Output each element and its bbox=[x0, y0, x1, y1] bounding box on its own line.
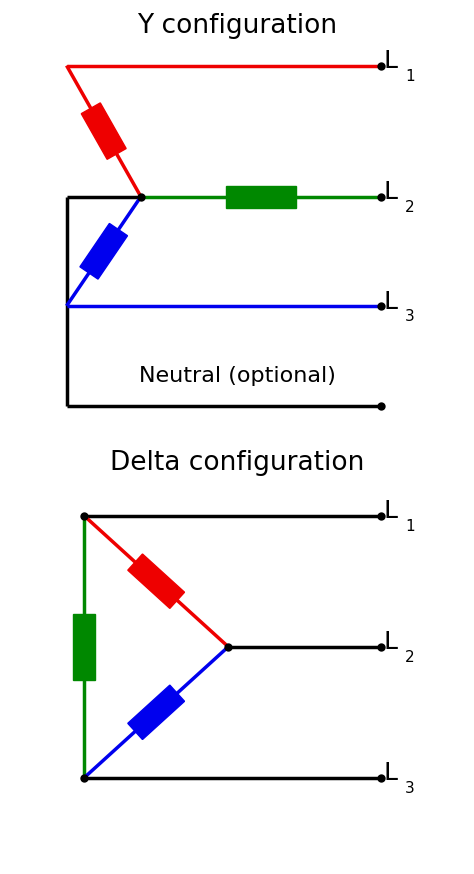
Text: 1: 1 bbox=[405, 519, 415, 534]
Polygon shape bbox=[81, 103, 126, 159]
Text: L: L bbox=[383, 499, 397, 524]
Text: 3: 3 bbox=[405, 781, 415, 796]
Text: 1: 1 bbox=[405, 69, 415, 84]
Text: L: L bbox=[383, 289, 397, 314]
Polygon shape bbox=[128, 685, 184, 739]
Text: Y configuration: Y configuration bbox=[137, 13, 337, 39]
Text: 2: 2 bbox=[405, 200, 415, 215]
Text: Delta configuration: Delta configuration bbox=[110, 450, 364, 476]
Polygon shape bbox=[128, 554, 184, 608]
Text: L: L bbox=[383, 630, 397, 655]
Text: L: L bbox=[383, 180, 397, 205]
Text: 3: 3 bbox=[405, 309, 415, 324]
Text: L: L bbox=[383, 49, 397, 73]
Polygon shape bbox=[226, 186, 296, 208]
Text: Neutral (optional): Neutral (optional) bbox=[138, 366, 336, 385]
Polygon shape bbox=[80, 224, 128, 279]
Text: 2: 2 bbox=[405, 650, 415, 665]
Polygon shape bbox=[73, 614, 95, 680]
Text: L: L bbox=[383, 761, 397, 786]
